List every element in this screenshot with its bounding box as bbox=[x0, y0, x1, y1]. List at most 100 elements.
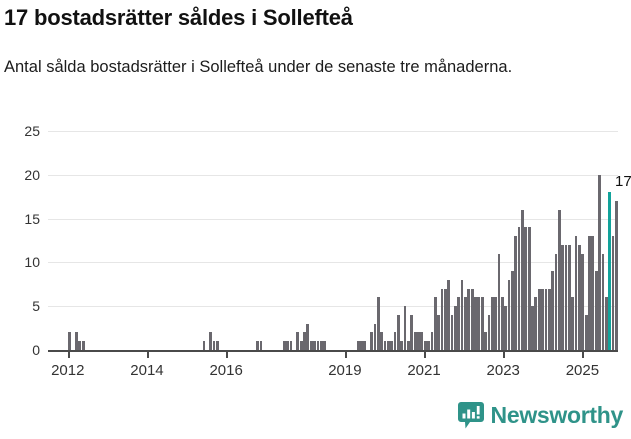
bar[interactable] bbox=[614, 201, 618, 350]
bar[interactable] bbox=[581, 253, 585, 350]
bar[interactable] bbox=[433, 297, 437, 350]
bar[interactable] bbox=[256, 341, 259, 350]
bar[interactable] bbox=[454, 306, 457, 350]
bar[interactable] bbox=[578, 244, 581, 350]
bar[interactable] bbox=[521, 209, 524, 350]
bar[interactable] bbox=[289, 341, 293, 350]
bar[interactable] bbox=[373, 323, 377, 350]
bar[interactable] bbox=[413, 332, 417, 350]
bar[interactable] bbox=[507, 279, 511, 350]
bar[interactable] bbox=[450, 314, 454, 350]
bar[interactable] bbox=[286, 341, 290, 350]
bar[interactable] bbox=[407, 341, 410, 350]
bar[interactable] bbox=[524, 227, 528, 350]
bar[interactable] bbox=[484, 332, 487, 350]
bar[interactable] bbox=[551, 271, 554, 350]
bar[interactable] bbox=[356, 341, 360, 350]
bar[interactable] bbox=[430, 332, 434, 350]
bar[interactable] bbox=[423, 341, 427, 350]
bar[interactable] bbox=[400, 341, 404, 350]
bar[interactable] bbox=[437, 314, 440, 350]
bar[interactable] bbox=[410, 314, 414, 350]
bar[interactable] bbox=[81, 341, 85, 350]
bar[interactable] bbox=[604, 297, 608, 350]
bar[interactable] bbox=[490, 297, 494, 350]
bar[interactable] bbox=[212, 341, 216, 350]
bar[interactable] bbox=[386, 341, 390, 350]
bar[interactable] bbox=[75, 332, 78, 350]
bar[interactable] bbox=[78, 341, 82, 350]
bar[interactable] bbox=[383, 341, 387, 350]
bar[interactable] bbox=[313, 341, 316, 350]
bar[interactable] bbox=[460, 279, 464, 350]
bar[interactable] bbox=[591, 236, 595, 350]
bar[interactable] bbox=[215, 341, 219, 350]
bar[interactable] bbox=[380, 332, 383, 350]
bar[interactable] bbox=[319, 341, 323, 350]
bar[interactable] bbox=[360, 341, 363, 350]
bar[interactable] bbox=[376, 297, 380, 350]
bar[interactable] bbox=[316, 341, 320, 350]
bar[interactable] bbox=[527, 227, 531, 350]
bar[interactable] bbox=[541, 288, 544, 350]
bar[interactable] bbox=[534, 297, 538, 350]
bar[interactable] bbox=[299, 341, 303, 350]
bar[interactable] bbox=[511, 271, 514, 350]
bar[interactable] bbox=[544, 288, 548, 350]
bar[interactable] bbox=[447, 279, 451, 350]
bar[interactable] bbox=[403, 306, 407, 350]
bar[interactable] bbox=[474, 297, 477, 350]
bar[interactable] bbox=[68, 332, 72, 350]
bar[interactable] bbox=[443, 288, 447, 350]
bar[interactable] bbox=[497, 253, 501, 350]
bar[interactable] bbox=[202, 341, 206, 350]
bar[interactable] bbox=[601, 253, 605, 350]
bar[interactable] bbox=[531, 306, 534, 350]
bar[interactable] bbox=[500, 297, 504, 350]
bar[interactable] bbox=[487, 314, 491, 350]
bar[interactable] bbox=[598, 174, 601, 350]
bar[interactable] bbox=[504, 306, 508, 350]
bar[interactable] bbox=[477, 297, 481, 350]
bar[interactable] bbox=[611, 236, 615, 350]
bar[interactable] bbox=[393, 332, 397, 350]
bar[interactable] bbox=[427, 341, 430, 350]
bar[interactable] bbox=[564, 244, 568, 350]
bar[interactable] bbox=[296, 332, 300, 350]
bar[interactable] bbox=[283, 341, 286, 350]
bar[interactable] bbox=[467, 288, 471, 350]
bar[interactable] bbox=[323, 341, 326, 350]
bar[interactable] bbox=[537, 288, 541, 350]
bar[interactable] bbox=[480, 297, 484, 350]
bar[interactable] bbox=[470, 288, 474, 350]
bar[interactable] bbox=[547, 288, 551, 350]
bar[interactable] bbox=[306, 323, 310, 350]
bar[interactable] bbox=[464, 297, 467, 350]
bar[interactable] bbox=[557, 209, 561, 350]
newsworthy-logo[interactable]: Newsworthy bbox=[457, 402, 623, 429]
bar[interactable] bbox=[554, 253, 558, 350]
bar[interactable] bbox=[594, 271, 598, 350]
bar[interactable] bbox=[588, 236, 591, 350]
bar[interactable] bbox=[397, 314, 400, 350]
bar[interactable] bbox=[370, 332, 373, 350]
bar[interactable] bbox=[303, 332, 306, 350]
bar[interactable] bbox=[417, 332, 420, 350]
bar[interactable] bbox=[568, 244, 571, 350]
bar[interactable] bbox=[584, 314, 588, 350]
bar[interactable] bbox=[457, 297, 461, 350]
bar[interactable] bbox=[571, 297, 575, 350]
bar[interactable] bbox=[363, 341, 367, 350]
bar[interactable] bbox=[420, 332, 424, 350]
bar[interactable] bbox=[494, 297, 497, 350]
bar[interactable] bbox=[259, 341, 263, 350]
bar[interactable] bbox=[209, 332, 212, 350]
bar[interactable] bbox=[390, 341, 394, 350]
bar[interactable] bbox=[309, 341, 313, 350]
bar[interactable] bbox=[561, 244, 565, 350]
bar[interactable] bbox=[514, 236, 518, 350]
bar[interactable] bbox=[440, 288, 444, 350]
bar[interactable] bbox=[517, 227, 521, 350]
bar-highlighted[interactable] bbox=[608, 192, 611, 350]
bar[interactable] bbox=[574, 236, 578, 350]
